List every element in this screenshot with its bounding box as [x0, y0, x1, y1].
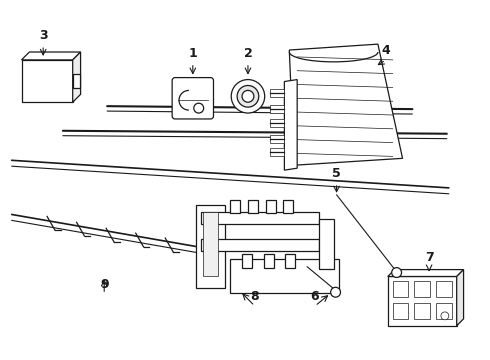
- Bar: [73, 74, 79, 89]
- Circle shape: [331, 287, 341, 297]
- Polygon shape: [457, 270, 464, 326]
- Text: 7: 7: [425, 251, 434, 264]
- Polygon shape: [388, 270, 464, 276]
- Bar: [201, 212, 319, 224]
- Circle shape: [392, 267, 401, 278]
- Text: 4: 4: [381, 44, 390, 57]
- Bar: [436, 282, 452, 297]
- Bar: [270, 135, 284, 143]
- Bar: [230, 259, 339, 293]
- Text: 5: 5: [332, 167, 341, 180]
- Bar: [388, 276, 457, 326]
- Circle shape: [194, 103, 204, 113]
- Circle shape: [242, 90, 254, 102]
- Text: 3: 3: [39, 29, 48, 42]
- Bar: [283, 200, 293, 213]
- Circle shape: [237, 85, 259, 107]
- Bar: [392, 282, 409, 297]
- Circle shape: [231, 80, 265, 113]
- Bar: [196, 204, 225, 288]
- Bar: [264, 254, 273, 267]
- Bar: [270, 148, 284, 156]
- Bar: [319, 219, 334, 269]
- Polygon shape: [289, 44, 402, 165]
- Bar: [270, 89, 284, 97]
- Bar: [242, 254, 252, 267]
- Bar: [436, 303, 452, 319]
- Text: 8: 8: [250, 290, 259, 303]
- Bar: [22, 60, 73, 102]
- Bar: [415, 282, 430, 297]
- Text: 6: 6: [311, 290, 319, 303]
- Bar: [201, 239, 319, 251]
- Polygon shape: [284, 80, 297, 170]
- Bar: [415, 303, 430, 319]
- Bar: [248, 200, 258, 213]
- Text: 1: 1: [189, 47, 197, 60]
- Bar: [270, 119, 284, 127]
- Polygon shape: [22, 52, 80, 60]
- Bar: [203, 212, 219, 276]
- Bar: [266, 200, 275, 213]
- Bar: [392, 303, 409, 319]
- Bar: [285, 254, 295, 267]
- Text: 9: 9: [100, 278, 108, 291]
- Circle shape: [441, 312, 449, 320]
- FancyBboxPatch shape: [172, 78, 214, 119]
- Polygon shape: [73, 52, 80, 102]
- Text: 2: 2: [244, 47, 252, 60]
- Bar: [270, 105, 284, 113]
- Bar: [230, 200, 240, 213]
